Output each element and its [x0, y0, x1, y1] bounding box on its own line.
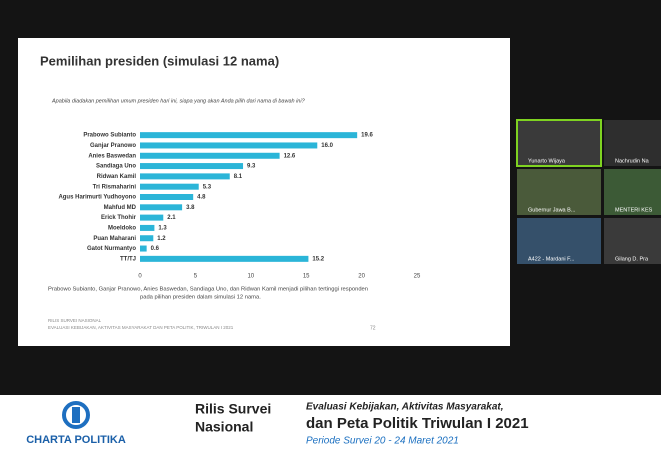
y-tick-label: Prabowo Subianto: [83, 133, 136, 139]
y-tick-label: TT/TJ: [120, 256, 136, 262]
participant-name: Gubernur Jawa B...: [528, 207, 576, 213]
value-label: 1.2: [157, 236, 166, 242]
banner-line: Evaluasi Kebijakan, Aktivitas Masyarakat…: [306, 402, 504, 413]
y-tick-label: Anies Baswedan: [88, 153, 136, 159]
slide-title: Pemilihan presiden (simulasi 12 nama): [40, 53, 279, 68]
video-tile[interactable]: [516, 119, 602, 167]
y-tick-label: Tri Rismaharini: [93, 184, 137, 190]
video-tile[interactable]: [517, 218, 601, 264]
bar: [140, 152, 280, 159]
value-label: 8.1: [234, 174, 243, 180]
slide: [18, 38, 510, 346]
value-label: 2.1: [167, 215, 176, 221]
bar: [140, 235, 154, 242]
bar: [140, 132, 358, 139]
y-tick-label: Gatot Nurmantyo: [87, 246, 136, 252]
x-tick-label: 25: [414, 274, 421, 280]
x-tick-label: 20: [358, 274, 365, 280]
banner: CHARTA POLITIKA Rilis Survei Nasional Ev…: [0, 395, 661, 460]
banner-heading: Nasional: [195, 419, 253, 435]
y-tick-label: Mahfud MD: [104, 205, 137, 211]
value-label: 4.8: [197, 195, 206, 201]
banner-heading: Rilis Survei: [195, 401, 271, 417]
slide-note: pada pilihan presiden dalam simulasi 12 …: [140, 295, 261, 301]
slide-question: Apabila diadakan pemilihan umum presiden…: [51, 98, 306, 104]
value-label: 0.6: [151, 246, 160, 252]
y-tick-label: Erick Thohir: [101, 215, 137, 221]
video-tile[interactable]: [604, 218, 661, 264]
y-tick-label: Puan Maharani: [93, 236, 136, 242]
bar: [140, 142, 318, 149]
x-tick-label: 15: [303, 274, 310, 280]
participants: Yunarto Wijaya Nachrudin Na Gubernur Jaw…: [516, 119, 661, 264]
bar: [140, 194, 194, 200]
bar: [140, 255, 309, 262]
banner-period: Periode Survei 20 - 24 Maret 2021: [306, 436, 459, 447]
bar: [140, 204, 183, 211]
bar: [140, 173, 230, 180]
logo-text: CHARTA POLITIKA: [26, 434, 126, 446]
page-number: 72: [370, 325, 376, 331]
value-label: 1.3: [158, 226, 167, 232]
value-label: 19.6: [361, 133, 373, 139]
slide-footer: EVALUASI KEBIJAKAN, AKTIVITAS MASYARAKAT…: [48, 325, 234, 330]
y-tick-label: Ganjar Pranowo: [90, 143, 136, 149]
bar: [140, 183, 199, 190]
banner-line: dan Peta Politik Triwulan I 2021: [306, 415, 529, 432]
y-tick-label: Agus Harimurti Yudhoyono: [58, 195, 136, 201]
bar: [140, 245, 147, 252]
logo-icon: [72, 407, 80, 423]
value-label: 16.0: [321, 143, 333, 149]
slide-note: Prabowo Subianto, Ganjar Pranowo, Anies …: [48, 287, 368, 293]
x-tick-label: 10: [247, 274, 254, 280]
x-tick-label: 5: [194, 274, 198, 280]
participant-name: A422 - Mardani F...: [528, 256, 575, 262]
bar: [140, 214, 164, 221]
x-tick-label: 0: [138, 274, 142, 280]
y-tick-label: Moeldoko: [108, 226, 136, 232]
logo-icon: [62, 401, 90, 429]
y-tick-label: Ridwan Kamil: [97, 174, 137, 180]
value-label: 5.3: [203, 184, 212, 190]
slide-footer: RILIS SURVEI NASIONAL: [48, 318, 102, 323]
value-label: 15.2: [312, 256, 324, 262]
value-label: 9.3: [247, 164, 256, 170]
bar: [140, 163, 244, 170]
video-tile[interactable]: [604, 120, 661, 166]
value-label: 12.6: [284, 153, 296, 159]
video-tile[interactable]: [604, 169, 661, 215]
bar: [140, 224, 155, 231]
value-label: 3.8: [186, 205, 195, 211]
video-tile[interactable]: [517, 169, 601, 215]
y-tick-label: Sandiaga Uno: [96, 164, 136, 170]
participant-name: Nachrudin Na: [615, 158, 650, 164]
participant-name: MENTERI KES: [615, 207, 653, 213]
participant-name: Gilang D. Pra: [615, 256, 649, 262]
participant-name: Yunarto Wijaya: [528, 158, 566, 164]
banner-background: [0, 395, 661, 460]
